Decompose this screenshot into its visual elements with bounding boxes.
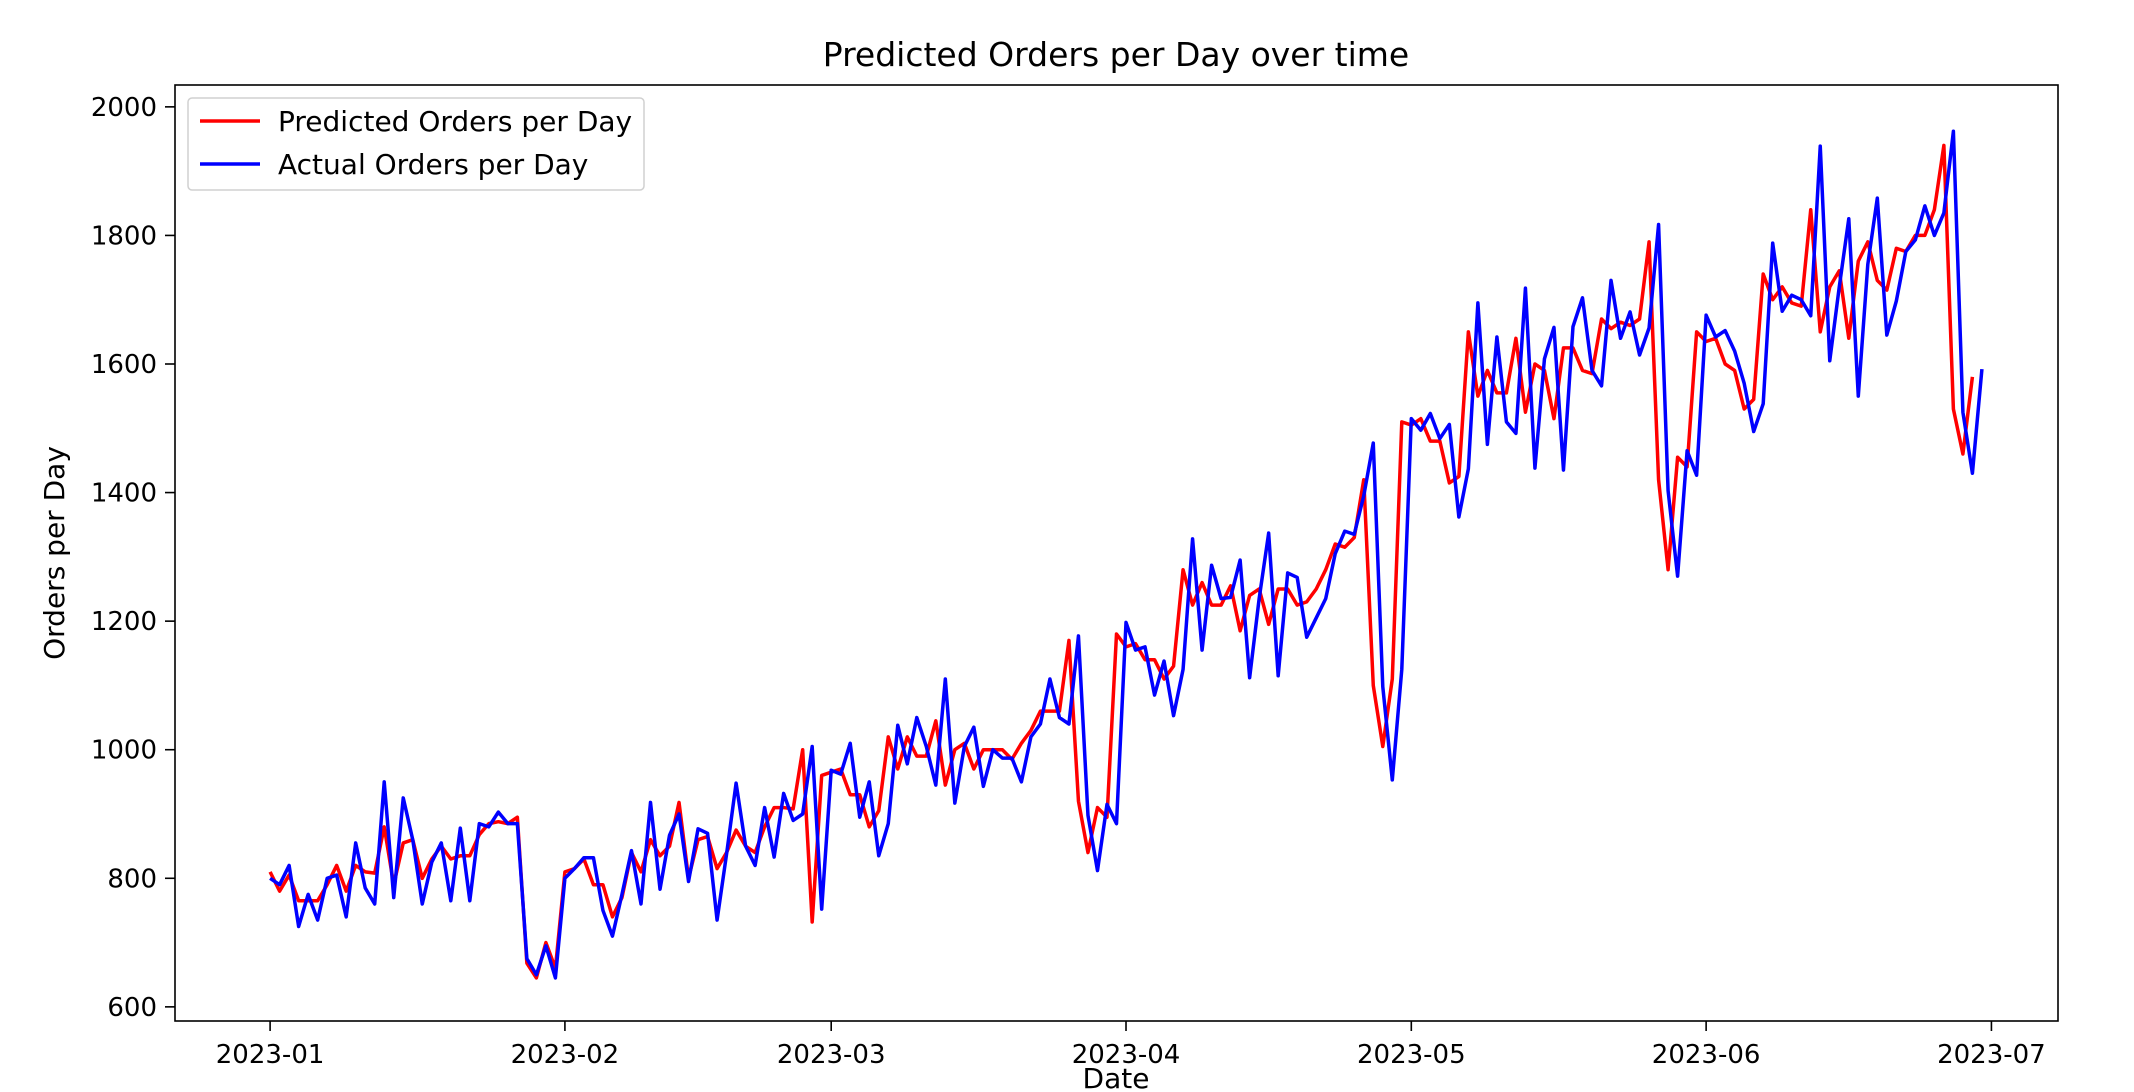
x-tick-label: 2023-02: [511, 1040, 620, 1070]
y-axis-ticks: 600 800 1000 1200 1400 1600 1800 2000: [91, 93, 175, 1023]
x-axis-title: Date: [1083, 1062, 1150, 1092]
x-tick-label: 2023-05: [1357, 1040, 1466, 1070]
y-tick-label: 800: [107, 864, 157, 894]
x-tick-label: 2023-01: [216, 1040, 325, 1070]
y-tick-label: 1600: [91, 350, 157, 380]
legend-box: [187, 97, 645, 191]
x-tick-label: 2023-04: [1072, 1040, 1181, 1070]
plot-area-frame: [174, 84, 2059, 1022]
y-tick-label: 1800: [91, 221, 157, 251]
x-axis-ticks: 2023-01 2023-02 2023-03 2023-04 2023-05 2023-…: [216, 1021, 2046, 1070]
series-line-actual: [269, 129, 1984, 980]
y-tick-label: 600: [107, 993, 157, 1023]
plot-lines: [268, 129, 1984, 980]
legend-label-predicted: Predicted Orders per Day: [278, 105, 632, 138]
x-tick-label: 2023-07: [1937, 1040, 2046, 1070]
y-tick-label: 1200: [91, 607, 157, 637]
x-tick-label: 2023-06: [1652, 1040, 1761, 1070]
y-axis-title: Orders per Day: [38, 446, 71, 660]
y-tick-label: 1000: [91, 736, 157, 766]
legend: Predicted Orders per Day Actual Orders p…: [187, 97, 645, 191]
series-line-predicted: [268, 143, 1975, 980]
x-tick-label: 2023-03: [777, 1040, 886, 1070]
y-tick-label: 1400: [91, 479, 157, 509]
y-tick-label: 2000: [91, 93, 157, 123]
chart-title: Predicted Orders per Day over time: [823, 35, 1409, 74]
legend-label-actual: Actual Orders per Day: [278, 148, 588, 181]
